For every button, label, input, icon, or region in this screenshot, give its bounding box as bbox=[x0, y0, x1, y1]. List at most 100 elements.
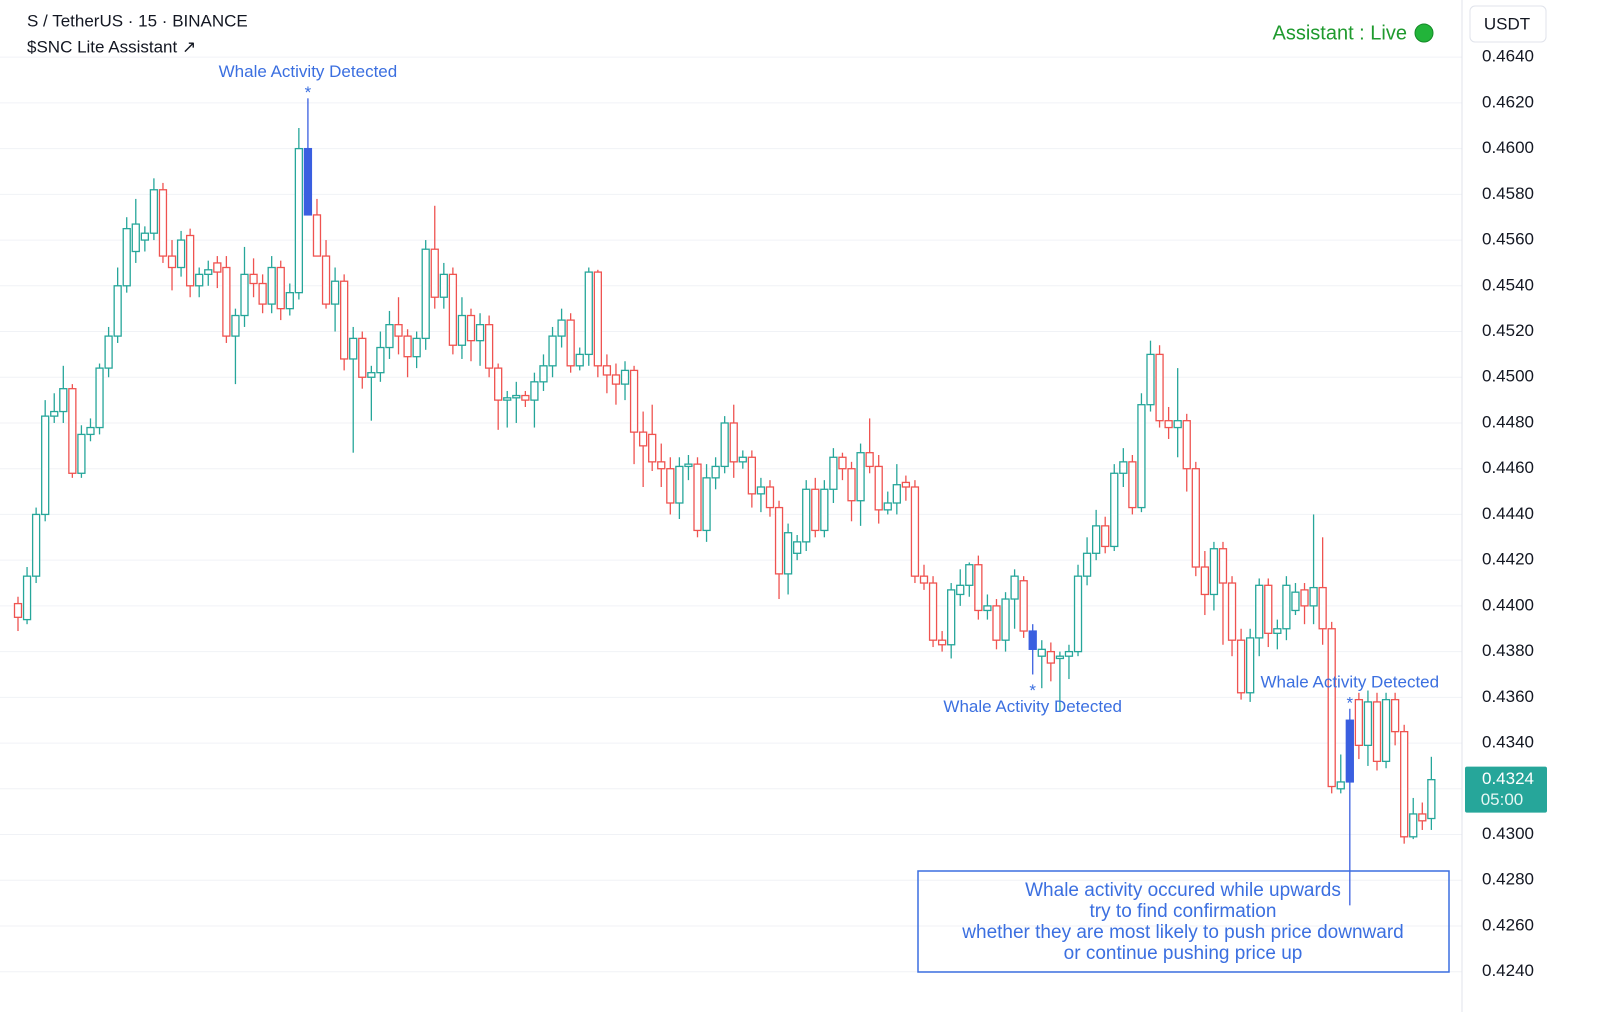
candle-body bbox=[684, 463, 693, 468]
candle-body bbox=[937, 639, 947, 646]
candle-body bbox=[1381, 698, 1391, 763]
candle-body bbox=[385, 324, 394, 349]
candle-body bbox=[575, 353, 584, 367]
candle-body bbox=[1227, 582, 1237, 641]
candle-body bbox=[1209, 548, 1219, 596]
candle-body bbox=[466, 314, 476, 342]
candle-body bbox=[738, 456, 747, 463]
candle-body bbox=[1110, 472, 1119, 548]
candle-body bbox=[394, 324, 403, 337]
candle-body bbox=[693, 463, 702, 532]
last-price-badge bbox=[1465, 766, 1547, 813]
candle-body bbox=[1037, 648, 1046, 657]
candle-body bbox=[1119, 461, 1128, 474]
note-box bbox=[917, 870, 1450, 973]
candle-body bbox=[1055, 655, 1065, 660]
candle-body bbox=[1291, 591, 1300, 612]
candle-body bbox=[512, 394, 521, 399]
candle-body bbox=[1354, 698, 1364, 747]
y-tick-label: 0.4560 bbox=[1482, 230, 1534, 249]
candle-body bbox=[1236, 639, 1246, 694]
candle-body bbox=[1091, 525, 1101, 554]
y-tick-label: 0.4380 bbox=[1482, 641, 1534, 660]
y-tick-label: 0.4240 bbox=[1482, 961, 1534, 980]
candle-body bbox=[1182, 420, 1191, 470]
candle-body bbox=[1155, 353, 1164, 422]
candle-body bbox=[602, 365, 612, 376]
candle-body bbox=[974, 564, 983, 612]
candle-body bbox=[956, 584, 965, 596]
candle-body bbox=[213, 262, 222, 273]
candle-body bbox=[1073, 575, 1083, 653]
candle-body bbox=[1218, 548, 1228, 584]
candle-body bbox=[13, 602, 23, 618]
candle-body bbox=[113, 285, 122, 337]
y-tick-label: 0.4600 bbox=[1482, 138, 1534, 157]
candle-body bbox=[1082, 552, 1092, 577]
chart-subtitle: $SNC Lite Assistant ↗ bbox=[27, 37, 196, 56]
candle-body bbox=[1001, 598, 1010, 641]
candle-body bbox=[41, 415, 50, 516]
candle-body bbox=[1327, 628, 1336, 788]
candle-body bbox=[629, 369, 639, 433]
candle-body bbox=[231, 314, 240, 337]
candle-body bbox=[104, 335, 113, 369]
candle-body bbox=[1390, 698, 1400, 733]
candle-body bbox=[1019, 580, 1028, 632]
status-dot bbox=[1414, 23, 1434, 43]
candle-body bbox=[910, 486, 920, 577]
candle-body bbox=[611, 374, 621, 385]
candle-body bbox=[919, 575, 929, 584]
y-tick-label: 0.4580 bbox=[1482, 184, 1534, 203]
y-tick-label: 0.4460 bbox=[1482, 458, 1534, 477]
candle-body bbox=[1282, 584, 1291, 630]
annotation-marker: * bbox=[1347, 693, 1354, 712]
status-text: Assistant : Live bbox=[1272, 22, 1407, 44]
candle-body bbox=[349, 337, 358, 360]
candle-body bbox=[765, 486, 775, 509]
y-tick-label: 0.4260 bbox=[1482, 915, 1534, 934]
candle-body bbox=[666, 468, 675, 504]
candle-body bbox=[811, 488, 820, 532]
y-tick-label: 0.4440 bbox=[1482, 504, 1534, 523]
candle-body bbox=[1046, 650, 1055, 664]
candle-body bbox=[992, 605, 1001, 641]
candle-body bbox=[901, 481, 911, 488]
y-axis-label: USDT bbox=[1484, 14, 1530, 33]
candle-body bbox=[222, 266, 231, 337]
labels: 0.42400.42600.42800.43000.43200.43400.43… bbox=[219, 47, 1547, 980]
candle-body bbox=[185, 234, 195, 287]
candle-body bbox=[648, 433, 657, 463]
y-tick-label: 0.4480 bbox=[1482, 412, 1534, 431]
candle-body bbox=[1264, 584, 1273, 634]
unit-box bbox=[1469, 5, 1547, 43]
candle-body bbox=[720, 422, 729, 468]
candle-body bbox=[983, 605, 992, 612]
candle-body bbox=[86, 426, 95, 436]
candle-body bbox=[521, 394, 530, 401]
candle-body bbox=[430, 248, 439, 298]
candle-body bbox=[95, 367, 104, 429]
candle-body bbox=[1128, 461, 1137, 509]
candle-body bbox=[856, 452, 865, 502]
candle-body bbox=[838, 456, 847, 470]
candle-body bbox=[747, 456, 757, 495]
candle-body bbox=[865, 452, 874, 468]
candle-body bbox=[1318, 586, 1327, 630]
candle-body bbox=[548, 335, 557, 367]
candle-body bbox=[195, 273, 204, 287]
y-tick-label: 0.4340 bbox=[1482, 733, 1534, 752]
candle-body bbox=[59, 388, 68, 413]
candle-body bbox=[729, 422, 738, 463]
candle-body bbox=[149, 189, 159, 234]
candle-body bbox=[122, 227, 131, 287]
candle-body bbox=[403, 335, 412, 358]
candle-body bbox=[1010, 575, 1019, 600]
candle-body bbox=[829, 456, 838, 490]
candle-body bbox=[457, 314, 467, 346]
candle-body bbox=[494, 367, 503, 401]
candle-body bbox=[68, 388, 77, 474]
candle-body bbox=[22, 575, 32, 621]
last-price: 0.4324 bbox=[1482, 769, 1534, 788]
candle-body bbox=[439, 273, 448, 298]
